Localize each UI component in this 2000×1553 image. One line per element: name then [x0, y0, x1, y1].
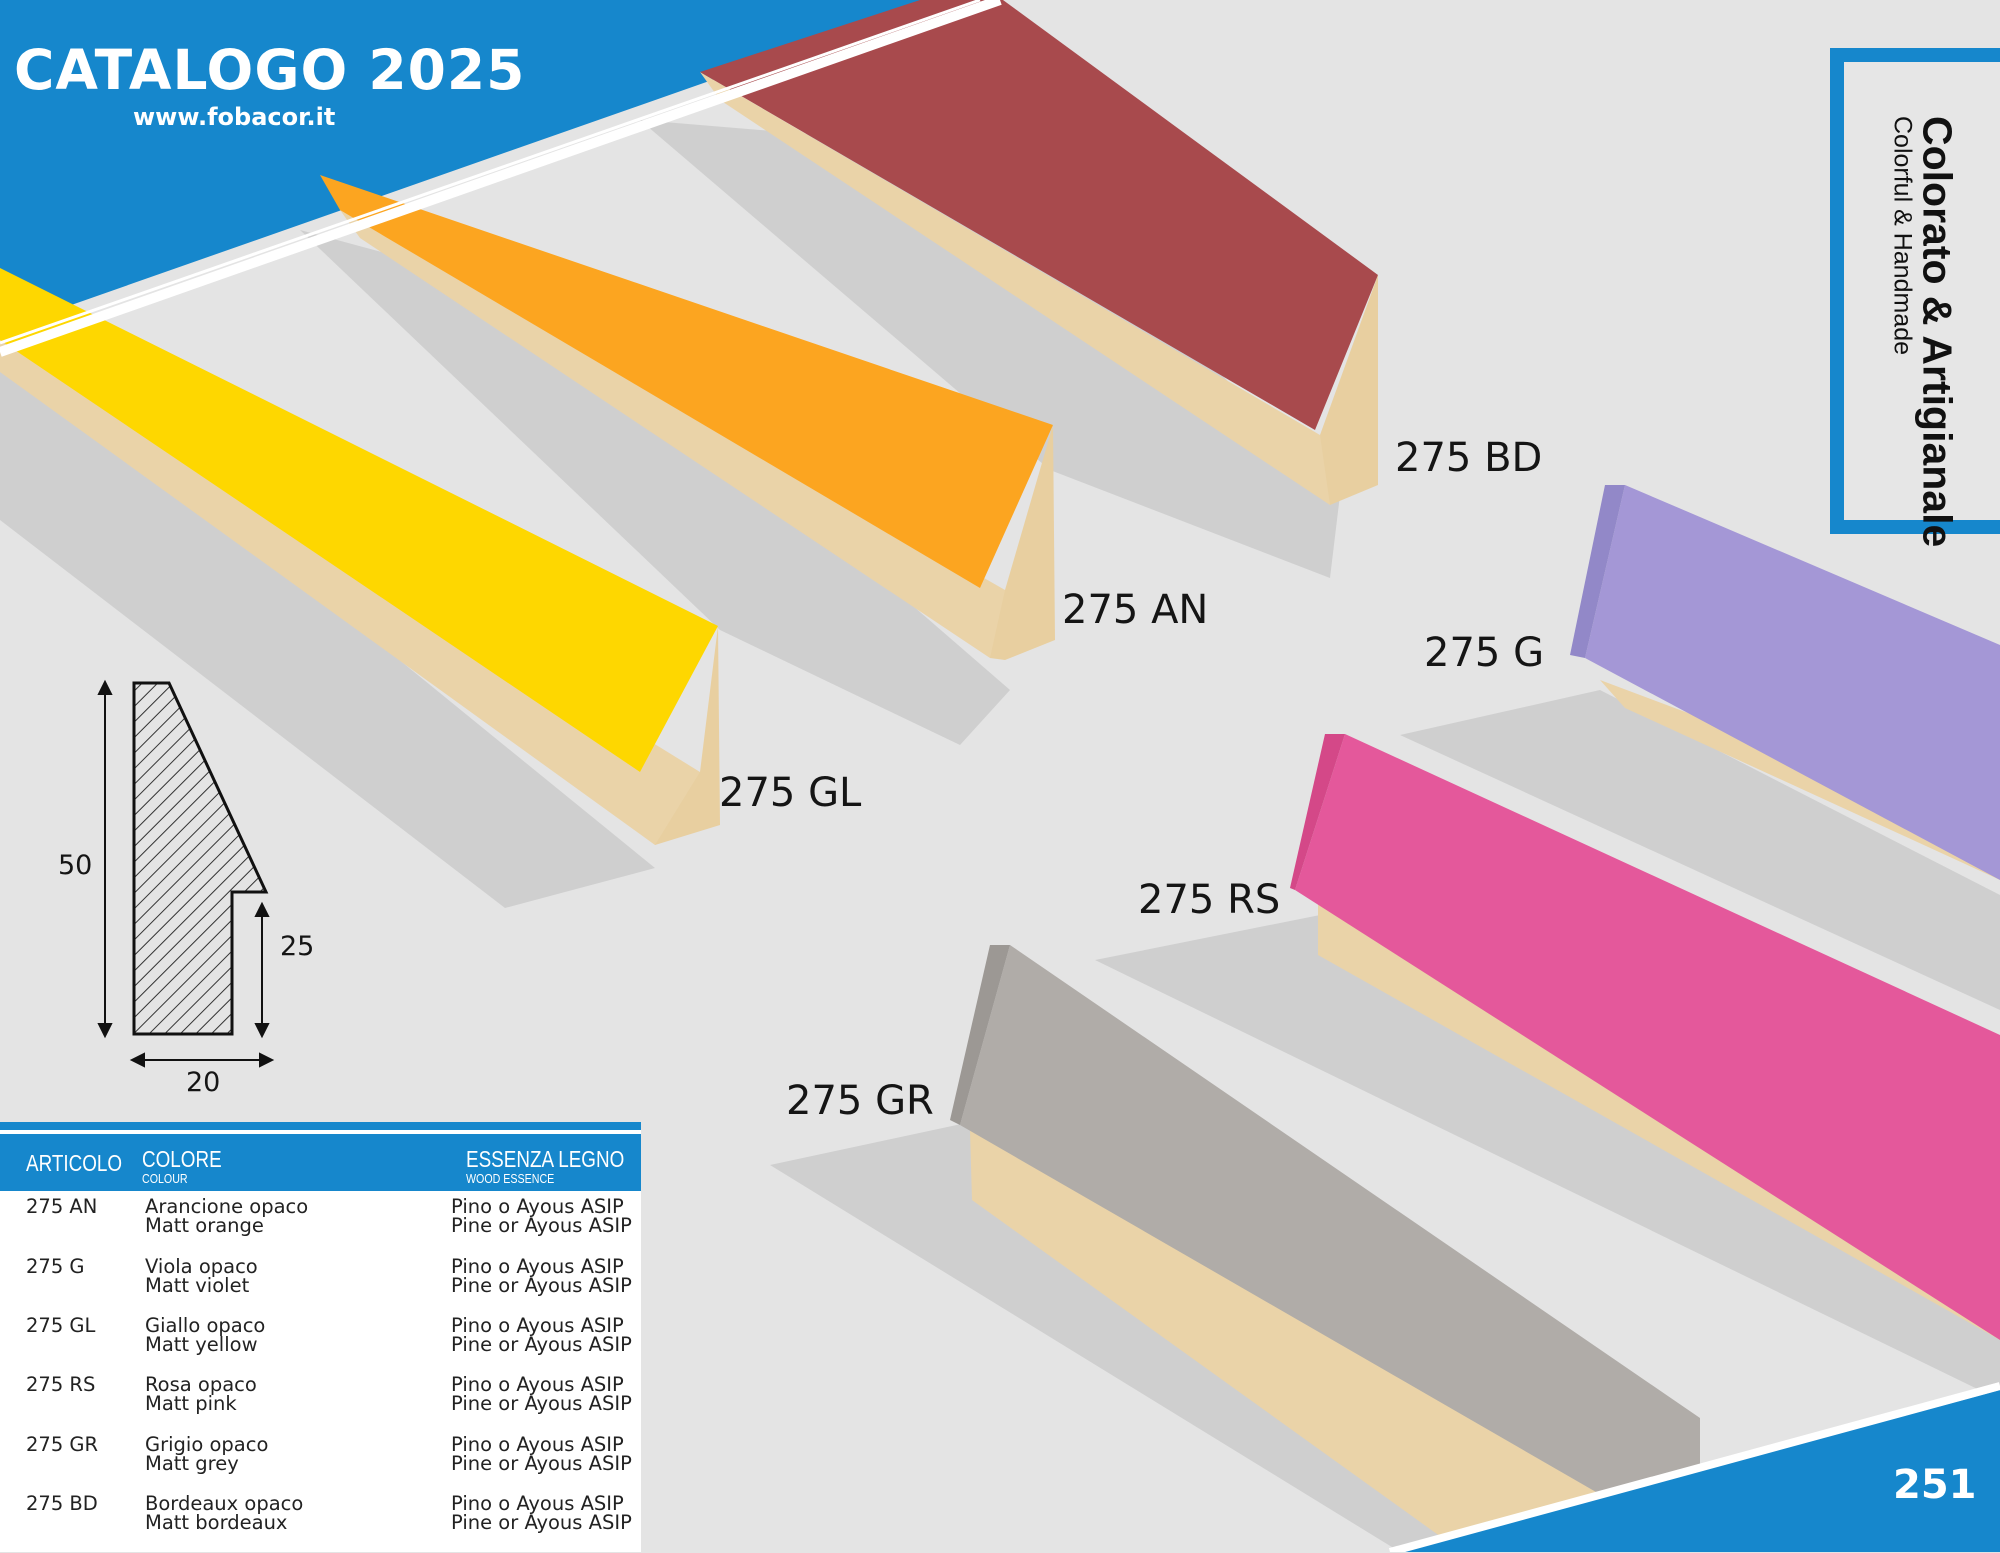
- cell-color-en: Matt violet: [145, 1274, 250, 1297]
- cell-wood-it: Pino o Ayous ASIP: [451, 1492, 624, 1515]
- header-colore-sub: COLOUR: [142, 1171, 188, 1186]
- label-275-gl: 275 GL: [719, 770, 862, 816]
- dimension-height: 50: [58, 850, 93, 881]
- cell-color-en: Matt yellow: [145, 1333, 258, 1356]
- cell-wood-en: Pine or Ayous ASIP: [451, 1511, 632, 1534]
- cell-color-it: Giallo opaco: [145, 1314, 266, 1337]
- cell-code: 275 GL: [26, 1314, 96, 1337]
- molding-275-an: [320, 175, 1055, 660]
- cell-wood-en: Pine or Ayous ASIP: [451, 1452, 632, 1475]
- dimension-rebate: 25: [280, 931, 315, 962]
- cell-color-it: Arancione opaco: [145, 1195, 309, 1218]
- profile-section: [132, 681, 269, 1036]
- cell-code: 275 RS: [26, 1373, 96, 1396]
- collection-badge: Colorato & Artigianale Colorful & Handma…: [1830, 48, 2000, 547]
- label-275-gr: 275 GR: [786, 1078, 934, 1124]
- cell-color-it: Bordeaux opaco: [145, 1492, 304, 1515]
- header-band: [0, 0, 940, 330]
- cell-code: 275 AN: [26, 1195, 98, 1218]
- cell-wood-it: Pino o Ayous ASIP: [451, 1255, 624, 1278]
- cell-color-en: Matt bordeaux: [145, 1511, 288, 1534]
- cell-color-en: Matt grey: [145, 1452, 239, 1475]
- molding-275-bd: [700, 0, 1378, 505]
- table-top-rule: [0, 1122, 641, 1130]
- collection-text: Colorato & Artigianale Colorful & Handma…: [1888, 116, 1961, 548]
- label-275-an: 275 AN: [1062, 587, 1209, 633]
- diagonal-stripes: [0, 0, 1002, 357]
- cell-wood-it: Pino o Ayous ASIP: [451, 1195, 624, 1218]
- molding-275-rs: [1290, 734, 2000, 1340]
- table-row: 275 AN Arancione opaco Matt orange Pino …: [0, 1197, 641, 1256]
- table-header: ARTICOLO COLORE COLOUR ESSENZA LEGNO WOO…: [0, 1134, 641, 1191]
- cell-wood-en: Pine or Ayous ASIP: [451, 1214, 632, 1237]
- cell-code: 275 BD: [26, 1492, 98, 1515]
- cell-wood-it: Pino o Ayous ASIP: [451, 1433, 624, 1456]
- cell-wood-en: Pine or Ayous ASIP: [451, 1392, 632, 1415]
- label-275-rs: 275 RS: [1138, 877, 1281, 923]
- table-row: 275 GR Grigio opaco Matt grey Pino o Ayo…: [0, 1435, 641, 1494]
- cell-color-it: Grigio opaco: [145, 1433, 269, 1456]
- footer-stripe: [1388, 1382, 2000, 1552]
- table-row: 275 BD Bordeaux opaco Matt bordeaux Pino…: [0, 1494, 641, 1553]
- collection-title: Colorato & Artigianale: [1914, 116, 1961, 548]
- cell-wood-it: Pino o Ayous ASIP: [451, 1314, 624, 1337]
- header-essenza-sub: WOOD ESSENCE: [466, 1171, 555, 1186]
- cell-code: 275 GR: [26, 1433, 99, 1456]
- spec-table: ARTICOLO COLORE COLOUR ESSENZA LEGNO WOO…: [0, 1122, 641, 1552]
- label-275-g: 275 G: [1424, 630, 1545, 676]
- header-essenza: ESSENZA LEGNO: [466, 1146, 625, 1172]
- cell-color-it: Viola opaco: [145, 1255, 258, 1278]
- molding-275-g: [1570, 485, 2000, 880]
- molding-275-gr: [950, 945, 1700, 1552]
- header-colore: COLORE: [142, 1146, 222, 1172]
- cell-color-en: Matt orange: [145, 1214, 264, 1237]
- cell-wood-it: Pino o Ayous ASIP: [451, 1373, 624, 1396]
- collection-subtitle: Colorful & Handmade: [1888, 116, 1917, 356]
- profile-drawing: [97, 679, 275, 1068]
- website-link[interactable]: www.fobacor.it: [133, 103, 336, 131]
- page-number: 251: [1893, 1462, 1977, 1508]
- catalog-title: CATALOGO 2025: [14, 38, 526, 102]
- header-articolo: ARTICOLO: [26, 1150, 123, 1176]
- molding-275-gl: [0, 268, 720, 845]
- cell-wood-en: Pine or Ayous ASIP: [451, 1274, 632, 1297]
- table-row: 275 GL Giallo opaco Matt yellow Pino o A…: [0, 1316, 641, 1375]
- table-row: 275 G Viola opaco Matt violet Pino o Ayo…: [0, 1257, 641, 1316]
- cell-wood-en: Pine or Ayous ASIP: [451, 1333, 632, 1356]
- cell-code: 275 G: [26, 1255, 85, 1278]
- dimension-width: 20: [186, 1067, 221, 1098]
- cell-color-it: Rosa opaco: [145, 1373, 257, 1396]
- table-row: 275 RS Rosa opaco Matt pink Pino o Ayous…: [0, 1375, 641, 1434]
- label-275-bd: 275 BD: [1395, 435, 1543, 481]
- cell-color-en: Matt pink: [145, 1392, 237, 1415]
